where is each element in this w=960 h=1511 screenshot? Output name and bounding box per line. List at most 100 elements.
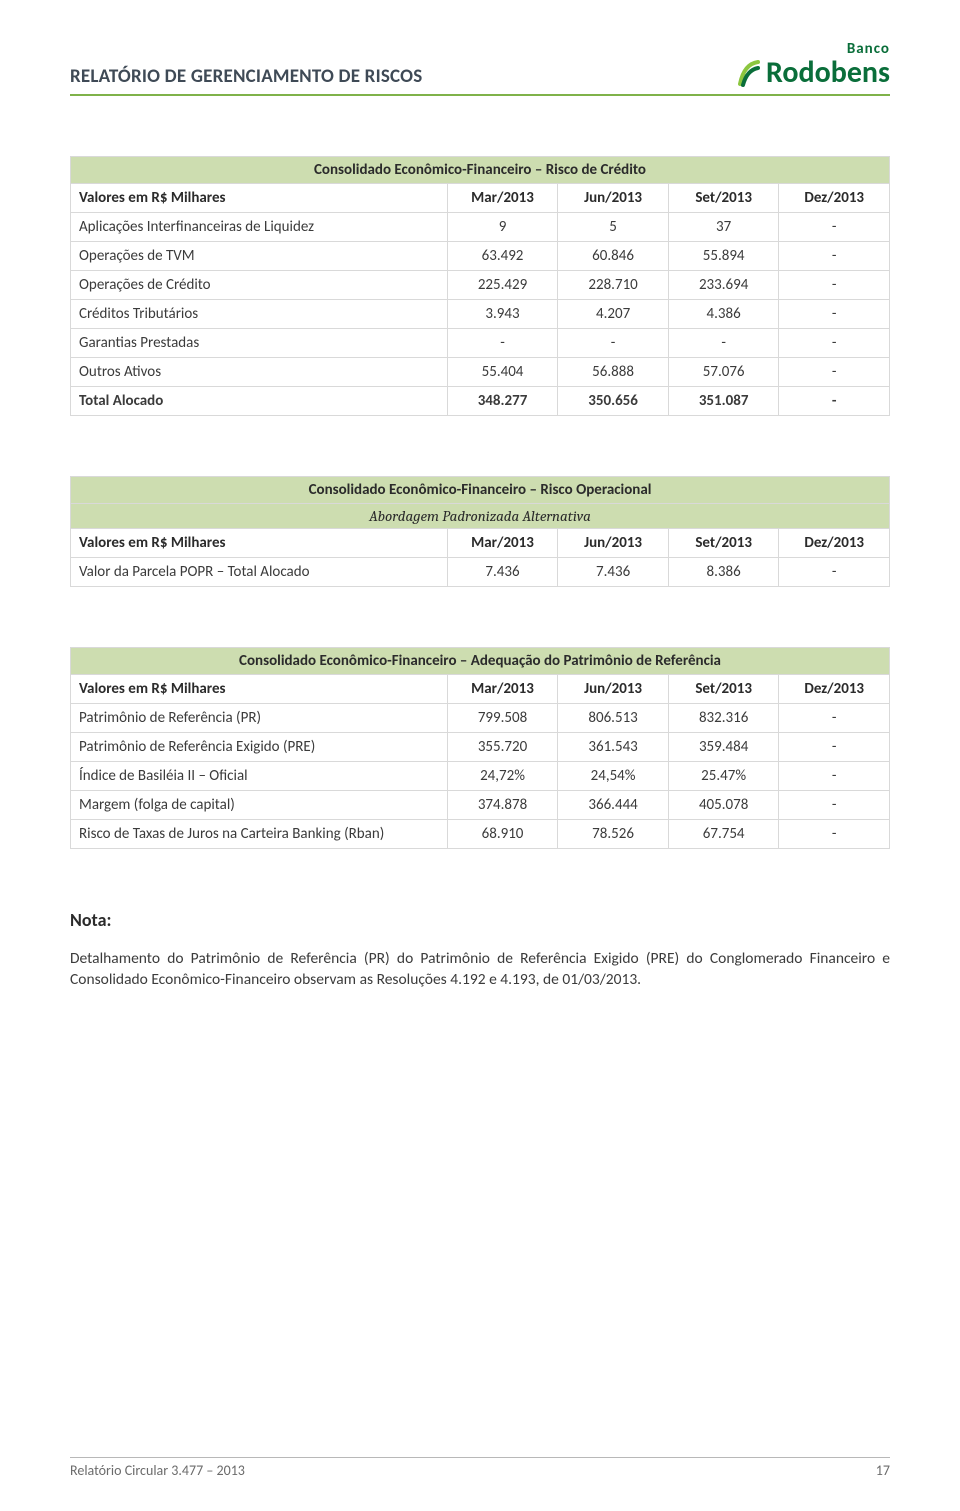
col-label: Valores em R$ Milhares	[71, 675, 448, 704]
col-jun: Jun/2013	[558, 529, 669, 558]
table-row: Garantias Prestadas----	[71, 329, 890, 358]
table-title: Consolidado Econômico-Financeiro – Adequ…	[71, 648, 890, 675]
nota-title: Nota:	[70, 909, 890, 931]
report-title: RELATÓRIO DE GERENCIAMENTO DE RISCOS	[70, 65, 422, 88]
row-c2: 5	[558, 213, 669, 242]
row-c1: 799.508	[447, 704, 558, 733]
row-label: Patrimônio de Referência (PR)	[71, 704, 448, 733]
row-c3: 67.754	[668, 820, 779, 849]
col-set: Set/2013	[668, 675, 779, 704]
table-header-row: Valores em R$ Milhares Mar/2013 Jun/2013…	[71, 529, 890, 558]
footer-left: Relatório Circular 3.477 – 2013	[70, 1462, 245, 1479]
table-subtitle: Abordagem Padronizada Alternativa	[71, 504, 890, 529]
row-c2: 60.846	[558, 242, 669, 271]
row-label: Patrimônio de Referência Exigido (PRE)	[71, 733, 448, 762]
row-c1: 24,72%	[447, 762, 558, 791]
row-c1: 9	[447, 213, 558, 242]
table-row: Valor da Parcela POPR – Total Alocado7.4…	[71, 558, 890, 587]
col-dez: Dez/2013	[779, 529, 890, 558]
row-c2: 7.436	[558, 558, 669, 587]
row-c3: 233.694	[668, 271, 779, 300]
row-c1: 55.404	[447, 358, 558, 387]
row-c2: 228.710	[558, 271, 669, 300]
row-label: Garantias Prestadas	[71, 329, 448, 358]
row-c1: 225.429	[447, 271, 558, 300]
row-c4: -	[779, 358, 890, 387]
table-row: Patrimônio de Referência Exigido (PRE)35…	[71, 733, 890, 762]
row-c2: 350.656	[558, 387, 669, 416]
row-c3: 37	[668, 213, 779, 242]
table-title-row: Consolidado Econômico-Financeiro – Risco…	[71, 157, 890, 184]
row-label: Total Alocado	[71, 387, 448, 416]
row-c1: 374.878	[447, 791, 558, 820]
page-footer: Relatório Circular 3.477 – 2013 17	[70, 1457, 890, 1479]
row-label: Créditos Tributários	[71, 300, 448, 329]
row-label: Risco de Taxas de Juros na Carteira Bank…	[71, 820, 448, 849]
row-label: Operações de TVM	[71, 242, 448, 271]
col-mar: Mar/2013	[447, 529, 558, 558]
row-c1: 68.910	[447, 820, 558, 849]
row-c3: 25.47%	[668, 762, 779, 791]
logo-main-text: Rodobens	[738, 58, 890, 88]
row-label: Outros Ativos	[71, 358, 448, 387]
table-title: Consolidado Econômico-Financeiro – Risco…	[71, 477, 890, 504]
col-set: Set/2013	[668, 529, 779, 558]
page-header: RELATÓRIO DE GERENCIAMENTO DE RISCOS Ban…	[70, 40, 890, 88]
table-subtitle-row: Abordagem Padronizada Alternativa	[71, 504, 890, 529]
row-c3: -	[668, 329, 779, 358]
row-c1: 348.277	[447, 387, 558, 416]
logo-arc-icon	[738, 58, 760, 88]
table-risco-operacional: Consolidado Econômico-Financeiro – Risco…	[70, 476, 890, 587]
header-rule	[70, 94, 890, 96]
row-c2: 24,54%	[558, 762, 669, 791]
row-c4: -	[779, 791, 890, 820]
row-c4: -	[779, 213, 890, 242]
row-c1: 355.720	[447, 733, 558, 762]
row-c4: -	[779, 733, 890, 762]
row-c2: 366.444	[558, 791, 669, 820]
row-c1: 7.436	[447, 558, 558, 587]
row-c4: -	[779, 271, 890, 300]
row-c2: 361.543	[558, 733, 669, 762]
row-c4: -	[779, 329, 890, 358]
table-row: Aplicações Interfinanceiras de Liquidez9…	[71, 213, 890, 242]
row-c4: -	[779, 300, 890, 329]
table-row: Margem (folga de capital)374.878366.4444…	[71, 791, 890, 820]
row-c3: 8.386	[668, 558, 779, 587]
row-c3: 57.076	[668, 358, 779, 387]
row-c3: 832.316	[668, 704, 779, 733]
col-mar: Mar/2013	[447, 184, 558, 213]
table-row: Operações de Crédito225.429228.710233.69…	[71, 271, 890, 300]
table-row: Patrimônio de Referência (PR)799.508806.…	[71, 704, 890, 733]
footer-rule	[70, 1457, 890, 1458]
footer-page-number: 17	[876, 1462, 890, 1479]
table-risco-credito: Consolidado Econômico-Financeiro – Risco…	[70, 156, 890, 416]
col-label: Valores em R$ Milhares	[71, 184, 448, 213]
row-label: Margem (folga de capital)	[71, 791, 448, 820]
row-c3: 405.078	[668, 791, 779, 820]
table-row: Risco de Taxas de Juros na Carteira Bank…	[71, 820, 890, 849]
col-mar: Mar/2013	[447, 675, 558, 704]
row-c1: -	[447, 329, 558, 358]
row-c2: -	[558, 329, 669, 358]
table-row: Total Alocado348.277350.656351.087-	[71, 387, 890, 416]
col-dez: Dez/2013	[779, 675, 890, 704]
logo: Banco Rodobens	[738, 40, 890, 88]
table-adequacao-patrimonio: Consolidado Econômico-Financeiro – Adequ…	[70, 647, 890, 849]
table-title-row: Consolidado Econômico-Financeiro – Adequ…	[71, 648, 890, 675]
row-c4: -	[779, 242, 890, 271]
table-row: Outros Ativos55.40456.88857.076-	[71, 358, 890, 387]
row-c1: 63.492	[447, 242, 558, 271]
row-label: Valor da Parcela POPR – Total Alocado	[71, 558, 448, 587]
row-c4: -	[779, 704, 890, 733]
row-c3: 359.484	[668, 733, 779, 762]
row-c2: 4.207	[558, 300, 669, 329]
row-c2: 806.513	[558, 704, 669, 733]
col-jun: Jun/2013	[558, 184, 669, 213]
table-header-row: Valores em R$ Milhares Mar/2013 Jun/2013…	[71, 184, 890, 213]
table-title-row: Consolidado Econômico-Financeiro – Risco…	[71, 477, 890, 504]
row-label: Índice de Basiléia II – Oficial	[71, 762, 448, 791]
row-c3: 55.894	[668, 242, 779, 271]
row-c4: -	[779, 387, 890, 416]
nota-body: Detalhamento do Patrimônio de Referência…	[70, 949, 890, 991]
